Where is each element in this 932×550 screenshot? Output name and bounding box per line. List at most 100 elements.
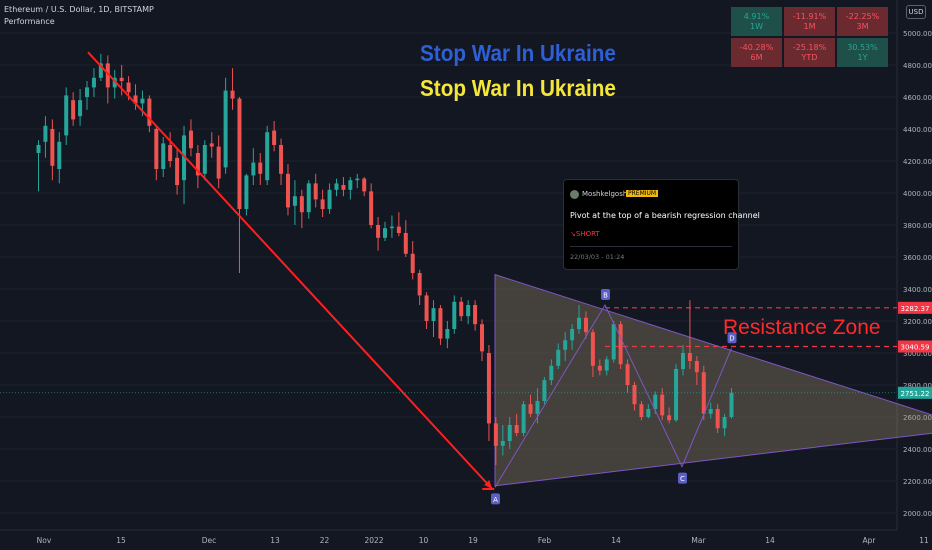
- performance-period: 6M: [750, 52, 763, 62]
- idea-title: Pivot at the top of a bearish regression…: [570, 211, 760, 220]
- candle-body: [334, 183, 339, 190]
- y-tick-label: 3000.00: [903, 350, 932, 358]
- candle-body: [126, 82, 131, 93]
- candle-body: [188, 130, 193, 149]
- x-tick-label: Dec: [202, 536, 217, 545]
- candle-body: [667, 415, 672, 421]
- candle-body: [285, 173, 290, 208]
- candle-body: [452, 301, 457, 329]
- candle-body: [424, 295, 429, 321]
- candle-body: [57, 141, 62, 169]
- candle-body: [438, 308, 443, 339]
- performance-period: 1W: [750, 21, 763, 31]
- candle-body: [618, 324, 623, 365]
- candle-body: [230, 90, 235, 99]
- idea-card[interactable]: Moshkelgosha PREMIUM Pivot at the top of…: [563, 179, 760, 270]
- candle-body: [140, 98, 145, 104]
- performance-period: 1M: [803, 21, 816, 31]
- x-tick-label: Feb: [538, 536, 552, 545]
- y-tick-label: 2800.00: [903, 382, 932, 390]
- candle-body: [410, 253, 415, 273]
- candle-body: [50, 129, 55, 166]
- x-tick-label: 19: [468, 536, 478, 545]
- candle-body: [535, 401, 540, 414]
- y-tick-label: 4600.00: [903, 94, 932, 102]
- y-tick-label: 2600.00: [903, 414, 932, 422]
- x-tick-label: Nov: [37, 536, 52, 545]
- y-tick-label: 4000.00: [903, 190, 932, 198]
- candle-body: [445, 329, 450, 339]
- performance-value: -22.25%: [845, 11, 880, 21]
- candle-body: [715, 409, 720, 429]
- candle-body: [244, 175, 249, 209]
- performance-cell: -40.28% 6M: [731, 38, 782, 67]
- candle-body: [625, 364, 630, 385]
- price-axis-label: 3040.59: [901, 344, 930, 352]
- candle-body: [348, 180, 353, 190]
- idea-timestamp: 22/03/03 - 01:24: [570, 253, 625, 261]
- candle-body: [639, 404, 644, 417]
- candle-body: [708, 409, 713, 414]
- candle-body: [611, 324, 616, 360]
- candle-body: [383, 228, 387, 238]
- candle-body: [182, 135, 187, 181]
- author-name[interactable]: Moshkelgosha: [582, 190, 632, 198]
- pivot-label: D: [729, 335, 734, 343]
- candle-body: [521, 404, 526, 433]
- performance-table: 4.91% 1W -11.91% 1M -22.25% 3M -40.28% 6M -25.18…: [731, 7, 888, 67]
- candle-body: [299, 196, 304, 213]
- price-axis-label-bg: [898, 386, 932, 399]
- candle-body: [604, 359, 609, 371]
- performance-cell: 4.91% 1W: [731, 7, 782, 36]
- performance-cell: -11.91% 1M: [784, 7, 835, 36]
- banner-line-2: Stop War In Ukraine: [420, 75, 616, 101]
- y-tick-label: 3800.00: [903, 222, 932, 230]
- candle-body: [556, 349, 561, 366]
- performance-value: -25.18%: [792, 42, 827, 52]
- candle-body: [147, 98, 152, 126]
- candle-body: [570, 329, 575, 341]
- candle-body: [680, 353, 685, 369]
- candle-body: [486, 353, 491, 424]
- candle-body: [313, 183, 318, 200]
- candle-body: [202, 145, 207, 174]
- idea-direction: ↘SHORT: [570, 230, 600, 238]
- candle-body: [500, 441, 505, 446]
- candle-body: [36, 145, 41, 153]
- performance-value: -40.28%: [739, 42, 774, 52]
- candle-body: [265, 132, 270, 181]
- candle-body: [417, 273, 422, 296]
- y-tick-label: 2200.00: [903, 478, 932, 486]
- card-divider: [570, 246, 732, 247]
- x-tick-label: 13: [270, 536, 280, 545]
- price-axis-label: 3282.37: [901, 305, 930, 313]
- candle-body: [355, 178, 360, 181]
- triangle-pattern: [494, 273, 932, 487]
- currency-button[interactable]: USD: [906, 5, 926, 19]
- candle-body: [279, 145, 284, 174]
- candle-body: [493, 423, 498, 446]
- candle-body: [542, 380, 547, 401]
- candle-body: [507, 425, 512, 441]
- candle-body: [653, 394, 658, 409]
- candle-body: [674, 369, 679, 421]
- x-tick-label: 10: [419, 536, 429, 545]
- performance-period: YTD: [801, 52, 818, 62]
- candle-body: [583, 317, 588, 333]
- y-tick-label: 2400.00: [903, 446, 932, 454]
- x-tick-label: 15: [116, 536, 126, 545]
- pivot-badge: [601, 289, 610, 300]
- y-tick-label: 3200.00: [903, 318, 932, 326]
- x-tick-label: Apr: [863, 536, 877, 545]
- candle-body: [563, 340, 568, 350]
- pivot-badge: [727, 332, 737, 344]
- candle-body: [175, 157, 180, 185]
- candle-body: [161, 143, 166, 169]
- indicator-name: Performance: [4, 17, 55, 26]
- candle-body: [646, 409, 651, 417]
- candle-body: [403, 233, 408, 254]
- candle-body: [251, 162, 256, 176]
- downtrend-line: [87, 51, 493, 490]
